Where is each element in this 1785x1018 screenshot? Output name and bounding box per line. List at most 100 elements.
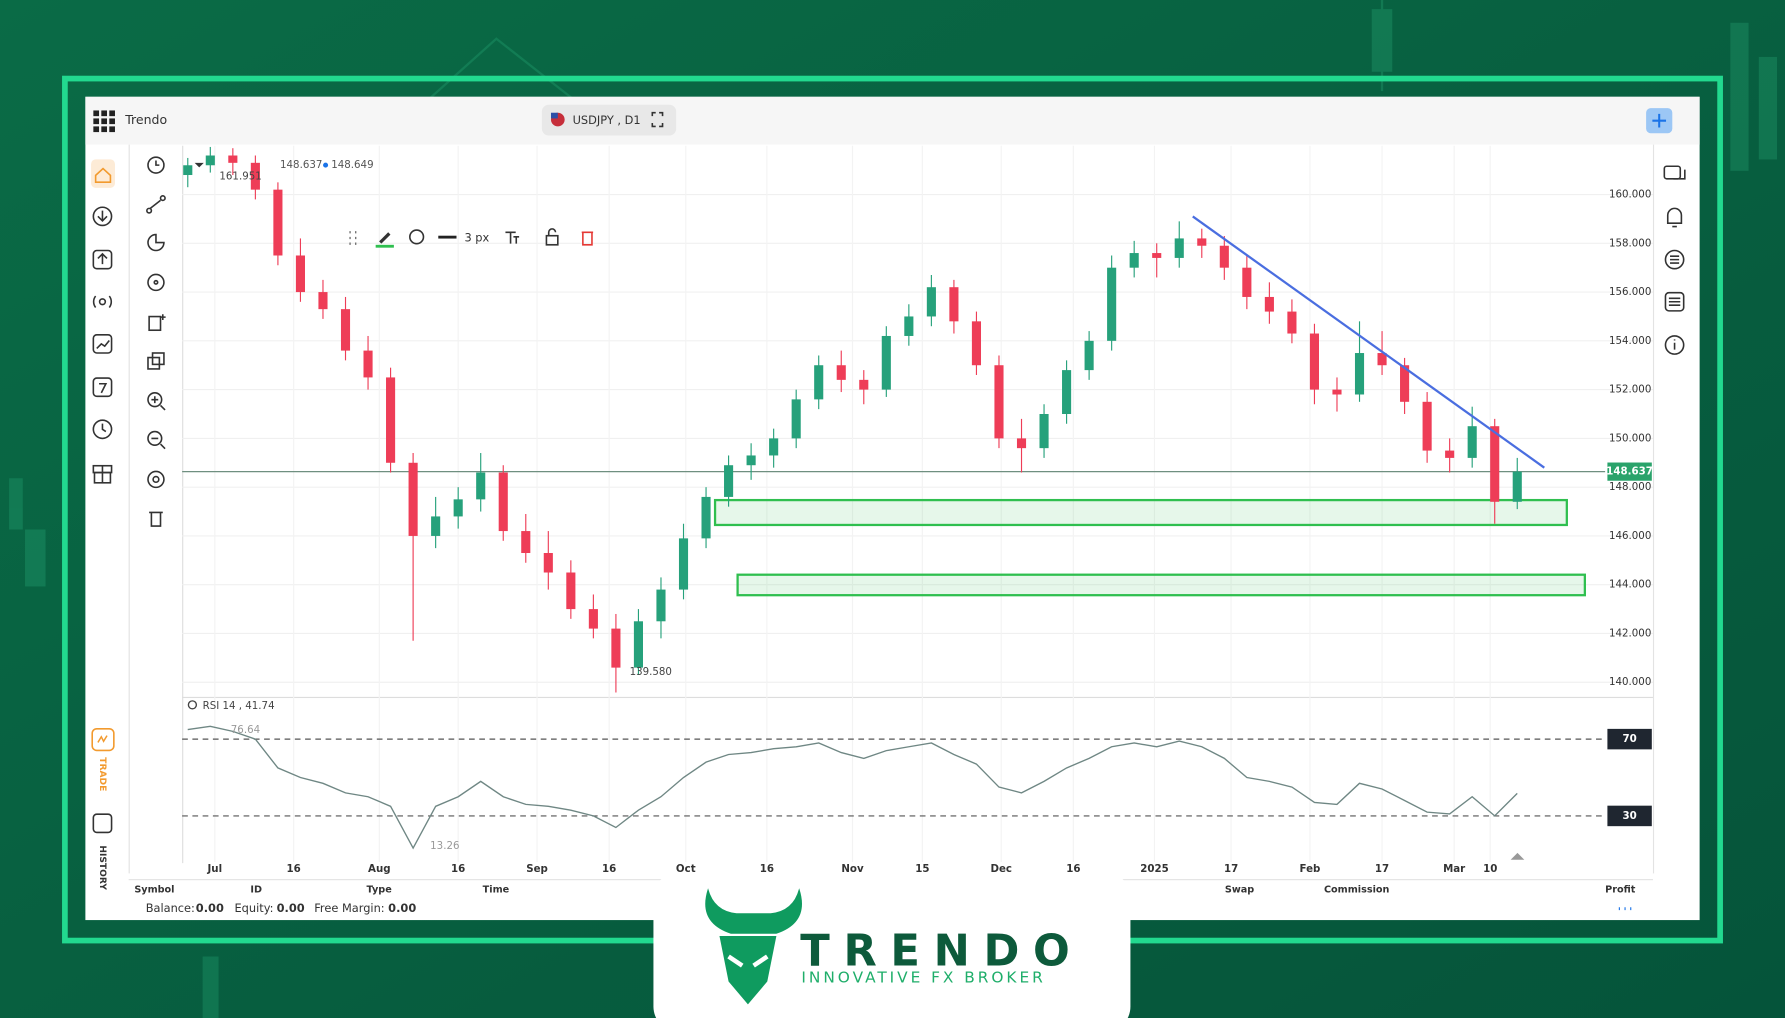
pane-menu bbox=[194, 162, 204, 168]
x-tick-label: 10 bbox=[1483, 863, 1497, 875]
x-tick-label: 17 bbox=[1375, 863, 1389, 875]
x-tick-label: Aug bbox=[368, 863, 391, 875]
y-tick-label: 156.000 bbox=[1609, 286, 1651, 298]
free-margin-label: Free Margin: bbox=[314, 901, 384, 915]
candle-body bbox=[183, 165, 193, 176]
x-tick-label: Oct bbox=[676, 863, 696, 875]
drawing-tools[interactable] bbox=[146, 156, 166, 527]
y-tick-label: 148.000 bbox=[1609, 481, 1651, 493]
divider bbox=[1652, 144, 1655, 874]
logo-bull-eyes bbox=[727, 954, 769, 968]
ask-dot bbox=[323, 162, 329, 168]
trade-label[interactable]: TRADE bbox=[97, 757, 107, 791]
app-window bbox=[85, 96, 1700, 921]
home-button[interactable] bbox=[91, 159, 115, 188]
column-header: Symbol bbox=[134, 884, 174, 895]
x-tick-label: 16 bbox=[760, 863, 774, 875]
candle-body bbox=[431, 516, 441, 536]
equity: 0.00 bbox=[277, 901, 305, 915]
divider bbox=[128, 144, 130, 874]
plot: 140.000 142.000 144.000 146.000 148.000 150.0… bbox=[182, 145, 1653, 875]
history-label[interactable]: HISTORY bbox=[97, 845, 107, 890]
candle-body bbox=[611, 628, 621, 668]
fullscreen-icon[interactable] bbox=[651, 111, 664, 128]
last-price-box bbox=[1607, 462, 1652, 481]
column-header: Commission bbox=[1324, 884, 1390, 895]
candle-body bbox=[588, 609, 598, 629]
y-tick-label: 30 bbox=[1622, 810, 1636, 822]
max-label: 76.64 bbox=[231, 724, 260, 736]
y-tick-label: 140.000 bbox=[1609, 676, 1651, 688]
x-tick-label: Dec bbox=[990, 863, 1012, 875]
zone bbox=[736, 573, 1586, 597]
y-tick-label: 154.000 bbox=[1609, 335, 1651, 347]
line-width[interactable]: 3 px bbox=[464, 230, 489, 244]
y-tick-label: 160.000 bbox=[1609, 189, 1651, 201]
candle-body bbox=[1129, 253, 1139, 268]
candle-body bbox=[701, 496, 711, 539]
candle-body bbox=[859, 379, 869, 390]
candle-body bbox=[453, 499, 463, 517]
candle-body bbox=[1400, 365, 1410, 402]
x-tick-label: 15 bbox=[915, 863, 929, 875]
column-header: Time bbox=[483, 884, 510, 895]
scroll-icon bbox=[1510, 852, 1525, 860]
free-margin: 0.00 bbox=[388, 901, 416, 915]
candle-body bbox=[724, 465, 734, 497]
x-tick-label: 16 bbox=[451, 863, 465, 875]
column-header: ID bbox=[250, 884, 262, 895]
candle-body bbox=[476, 472, 486, 500]
min-label: 139.580 bbox=[630, 666, 672, 678]
rsi-title: RSI 14 , 41.74 bbox=[203, 700, 275, 712]
candle-body bbox=[295, 255, 305, 293]
level-box bbox=[1607, 728, 1652, 750]
candle-body bbox=[318, 292, 328, 310]
column-header: Type bbox=[367, 884, 393, 895]
x-tick-label: Sep bbox=[526, 863, 548, 875]
x-tick-label: Nov bbox=[841, 863, 864, 875]
symbol[interactable]: USDJPY , D1 bbox=[573, 113, 641, 127]
candle-body bbox=[1467, 426, 1477, 458]
y-tick-label: 142.000 bbox=[1609, 627, 1651, 639]
candle-body bbox=[1354, 353, 1365, 395]
brand: Trendo bbox=[124, 112, 167, 127]
sidebar-icons[interactable] bbox=[92, 206, 113, 484]
candle-body bbox=[1174, 238, 1184, 258]
candle-body bbox=[1219, 245, 1229, 268]
candle-body bbox=[1152, 253, 1162, 258]
candle-body bbox=[1287, 311, 1297, 334]
flag-icon bbox=[550, 112, 558, 119]
settings-icon bbox=[187, 700, 198, 710]
equity-label: Equity: bbox=[235, 901, 274, 915]
apps-icon[interactable] bbox=[93, 110, 115, 133]
candle-body bbox=[814, 365, 824, 400]
trade-icon[interactable] bbox=[91, 727, 115, 752]
candle-body bbox=[1197, 238, 1207, 246]
candle-body bbox=[881, 335, 891, 390]
candle-body bbox=[971, 321, 982, 366]
candle-body bbox=[1084, 340, 1094, 371]
x-tick-label: 16 bbox=[602, 863, 616, 875]
candle-body bbox=[1107, 267, 1117, 341]
right-sidebar-icons[interactable] bbox=[1663, 165, 1686, 355]
candle-body bbox=[994, 365, 1004, 439]
drawing-toolbar[interactable]: 3 px bbox=[349, 228, 594, 248]
candle-body bbox=[205, 155, 215, 166]
history-icon[interactable] bbox=[92, 813, 113, 834]
balance-label: Balance: bbox=[146, 901, 195, 915]
symbol-chip[interactable] bbox=[541, 104, 677, 136]
candle-body bbox=[791, 399, 801, 439]
pane-border bbox=[182, 145, 184, 864]
x-tick-label: 16 bbox=[287, 863, 301, 875]
positions-table: Symbol ID Type Time Swap Commission Profit bbox=[134, 884, 1635, 895]
candle-body bbox=[633, 621, 643, 668]
candle-body bbox=[521, 531, 531, 554]
candle-body bbox=[1242, 267, 1252, 297]
level-box bbox=[1607, 805, 1652, 827]
home-icon bbox=[94, 167, 112, 183]
add-icon bbox=[1652, 113, 1667, 128]
y-tick-label: 144.000 bbox=[1609, 579, 1651, 591]
ask: 148.649 bbox=[331, 159, 373, 171]
x-tick-label: 2025 bbox=[1140, 863, 1168, 875]
